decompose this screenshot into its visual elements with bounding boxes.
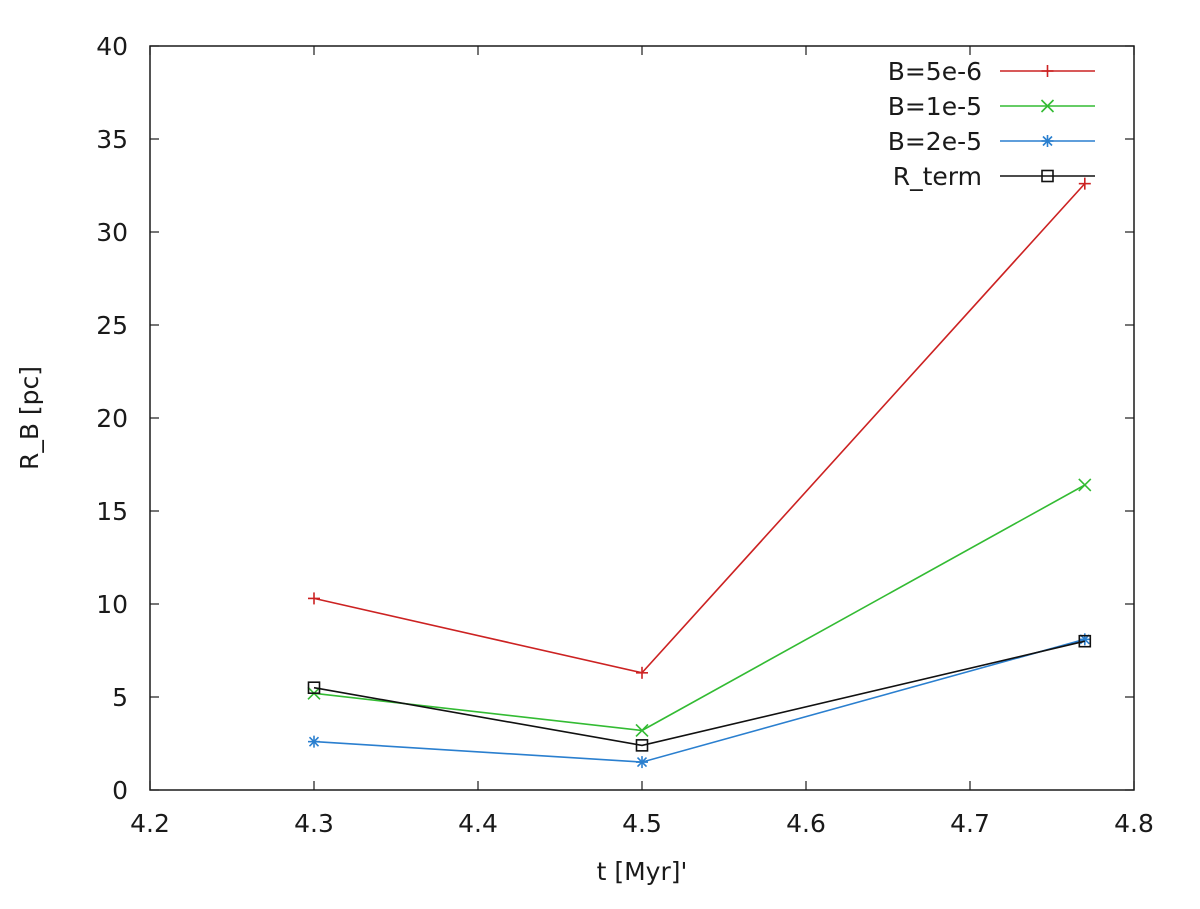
y-tick-label: 20 (96, 404, 128, 433)
y-tick-label: 0 (112, 776, 128, 805)
x-tick-label: 4.6 (786, 809, 826, 838)
series-line (313, 638, 1086, 763)
legend-entry: B=2e-5 (888, 127, 1095, 156)
legend-entry: B=1e-5 (888, 92, 1095, 121)
legend-label: B=2e-5 (888, 127, 982, 156)
y-tick-label: 40 (96, 32, 128, 61)
x-axis-label: t [Myr]' (597, 857, 688, 886)
data-point (308, 735, 320, 748)
data-point (635, 739, 649, 752)
x-tick-label: 4.7 (950, 809, 990, 838)
legend-label: B=1e-5 (888, 92, 982, 121)
data-point (307, 681, 321, 695)
x-tick-label: 4.3 (294, 809, 334, 838)
ticks-layer: 4.2 4.3 4.4 4.5 4.6 4.7 4.8 0 5 10 15 20 25 30 35 40 (96, 32, 1154, 838)
y-tick-label: 10 (96, 590, 128, 619)
y-tick-label: 30 (96, 218, 128, 247)
legend-marker (1040, 99, 1055, 113)
y-tick-label: 25 (96, 311, 128, 340)
legend-label: R_term (893, 162, 982, 191)
series-4 (307, 634, 1092, 752)
data-point (1078, 478, 1092, 492)
legend: B=5e-6 B=1e-5 B=2e-5 R_term (888, 57, 1095, 191)
data-point (1078, 177, 1091, 190)
legend-marker (1041, 65, 1054, 77)
legend-label: B=5e-6 (888, 57, 982, 86)
x-tick-label: 4.2 (130, 809, 170, 838)
legend-marker (1041, 169, 1054, 183)
data-point (636, 756, 648, 769)
series-1 (308, 177, 1091, 679)
series-line (313, 484, 1086, 732)
series-2 (307, 478, 1092, 738)
y-tick-label: 5 (112, 683, 128, 712)
y-tick-label: 15 (96, 497, 128, 526)
data-point (636, 666, 648, 679)
x-tick-label: 4.5 (622, 809, 662, 838)
data-point (1078, 634, 1092, 648)
series-3 (308, 633, 1091, 769)
series-layer (307, 177, 1092, 769)
data-point (635, 723, 649, 738)
x-tick-label: 4.8 (1114, 809, 1154, 838)
series-line (313, 640, 1085, 747)
data-point (308, 592, 320, 605)
x-tick-label: 4.4 (458, 809, 498, 838)
y-axis-label: R_B [pc] (15, 366, 44, 470)
legend-entry: R_term (893, 162, 1095, 191)
series-line (313, 183, 1086, 674)
y-tick-label: 35 (96, 125, 128, 154)
legend-entry: B=5e-6 (888, 57, 1095, 86)
legend-marker (1041, 135, 1054, 147)
